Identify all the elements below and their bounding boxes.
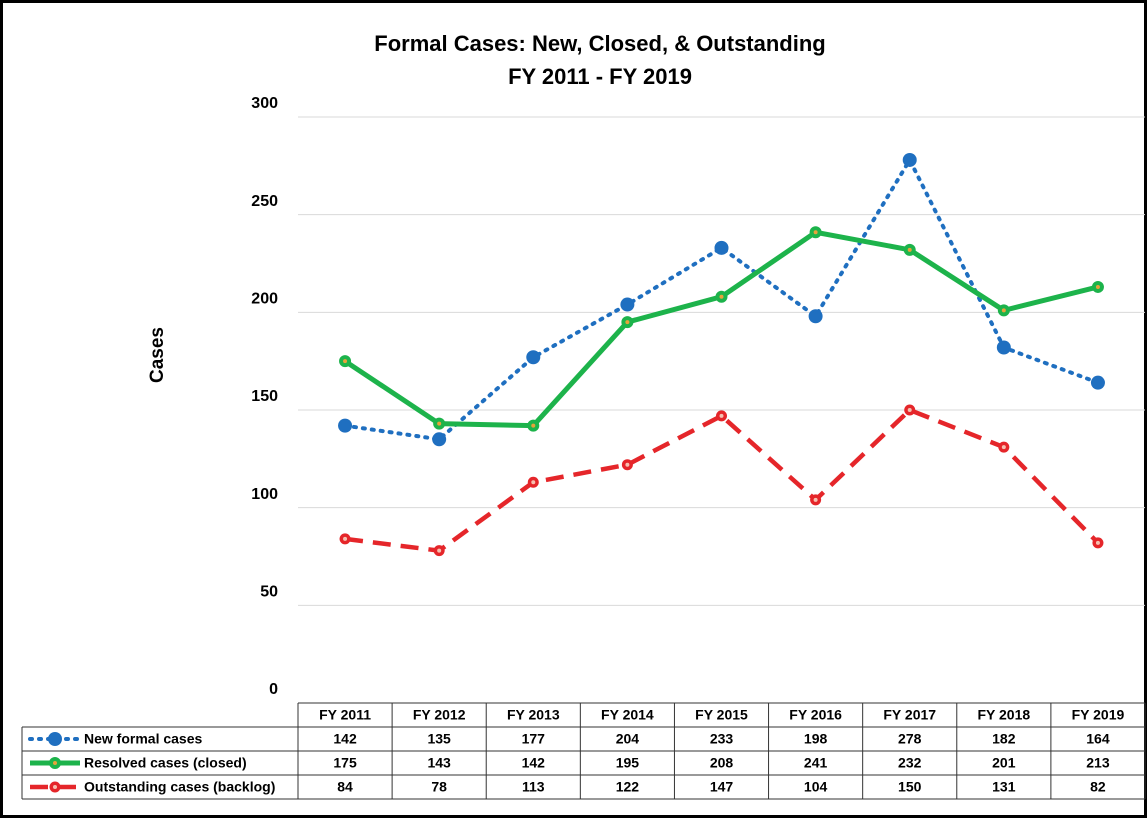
point-center xyxy=(813,497,818,502)
x-tick-label: FY 2015 xyxy=(695,707,748,723)
table-value: 82 xyxy=(1090,779,1106,795)
series-line xyxy=(343,155,1100,442)
point-center xyxy=(53,761,57,765)
point xyxy=(808,309,823,324)
y-tick-label: 200 xyxy=(251,291,278,308)
point-center xyxy=(625,320,630,325)
point-center xyxy=(343,536,348,541)
point xyxy=(338,418,353,433)
point-center xyxy=(625,462,630,467)
point-center xyxy=(907,247,912,252)
table-value: 278 xyxy=(898,731,922,747)
y-tick-label: 300 xyxy=(251,95,278,112)
y-tick-label: 150 xyxy=(251,388,278,405)
y-tick-label: 50 xyxy=(260,584,278,601)
point xyxy=(1090,375,1105,390)
table-value: 233 xyxy=(710,731,734,747)
point xyxy=(48,732,62,746)
point xyxy=(714,240,729,255)
point-center xyxy=(907,408,912,412)
table-value: 201 xyxy=(992,755,1016,771)
table-value: 150 xyxy=(898,779,922,795)
point xyxy=(620,297,635,312)
series-line xyxy=(344,407,1100,553)
table-value: 175 xyxy=(333,755,357,771)
point-center xyxy=(343,359,348,364)
x-tick-label: FY 2013 xyxy=(507,707,560,723)
point-center xyxy=(719,413,724,418)
table-value: 164 xyxy=(1086,731,1110,747)
legend-label: Resolved cases (closed) xyxy=(84,755,247,771)
point-center xyxy=(1001,308,1006,313)
point-center xyxy=(437,421,442,426)
table-value: 104 xyxy=(804,779,828,795)
legend-label: Outstanding cases (backlog) xyxy=(84,779,275,795)
point-center xyxy=(719,294,724,299)
x-tick-label: FY 2014 xyxy=(601,707,654,723)
y-tick-label: 100 xyxy=(251,486,278,503)
point-center xyxy=(531,423,536,428)
table-value: 84 xyxy=(337,779,353,795)
chart-subtitle: FY 2011 - FY 2019 xyxy=(508,64,692,89)
point xyxy=(902,152,917,167)
table-value: 135 xyxy=(427,731,451,747)
point-center xyxy=(813,230,818,235)
point-center xyxy=(1001,445,1006,450)
point-center xyxy=(531,480,536,485)
table-value: 198 xyxy=(804,731,828,747)
chart-title: Formal Cases: New, Closed, & Outstanding xyxy=(374,31,825,56)
x-tick-label: FY 2012 xyxy=(413,707,466,723)
table-value: 177 xyxy=(522,731,546,747)
table-value: 142 xyxy=(333,731,357,747)
table-value: 204 xyxy=(616,731,640,747)
table-value: 213 xyxy=(1086,755,1110,771)
x-tick-label: FY 2011 xyxy=(319,707,371,723)
table-value: 232 xyxy=(898,755,922,771)
point-center xyxy=(437,548,442,553)
table-value: 113 xyxy=(522,779,545,795)
point-center xyxy=(1095,284,1100,289)
table-value: 147 xyxy=(710,779,734,795)
point xyxy=(526,350,541,365)
x-tick-label: FY 2018 xyxy=(977,707,1030,723)
table-value: 182 xyxy=(992,731,1016,747)
table-value: 122 xyxy=(616,779,640,795)
table-value: 142 xyxy=(522,755,546,771)
table-value: 208 xyxy=(710,755,734,771)
x-tick-label: FY 2016 xyxy=(789,707,842,723)
y-tick-label: 250 xyxy=(251,193,278,210)
point xyxy=(432,432,447,447)
x-tick-label: FY 2017 xyxy=(883,707,936,723)
table-value: 131 xyxy=(992,779,1016,795)
y-tick-label: 0 xyxy=(269,681,278,698)
table-value: 78 xyxy=(431,779,447,795)
point-center xyxy=(53,785,57,789)
table-value: 143 xyxy=(427,755,451,771)
y-axis-label: Cases xyxy=(147,327,168,383)
table-value: 195 xyxy=(616,755,640,771)
x-tick-label: FY 2019 xyxy=(1072,707,1125,723)
legend-label: New formal cases xyxy=(84,731,202,747)
point-center xyxy=(1095,540,1100,545)
point xyxy=(996,340,1011,355)
table-value: 241 xyxy=(804,755,828,771)
